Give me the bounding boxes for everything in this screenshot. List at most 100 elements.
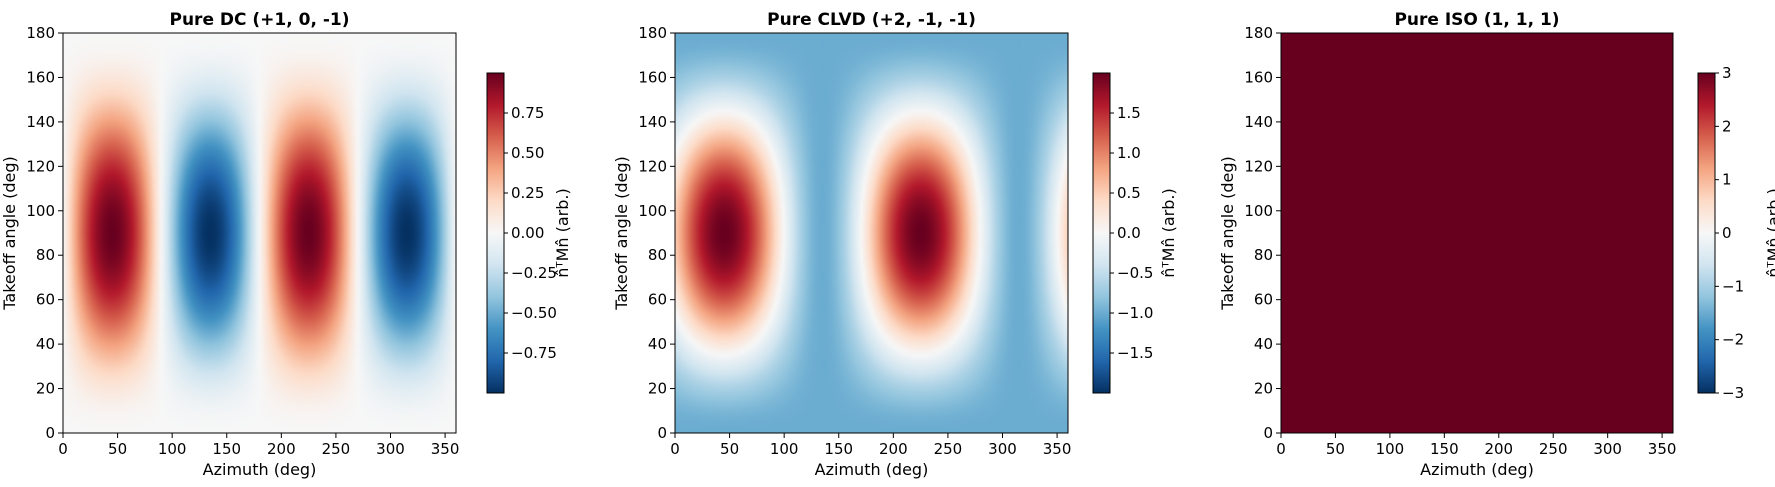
y-tick-label: 100 [638, 202, 667, 220]
x-tick-label: 300 [1593, 440, 1622, 458]
heatmap-image [63, 33, 456, 433]
y-tick-label: 120 [638, 157, 667, 175]
y-tick-label: 160 [26, 68, 55, 86]
plot-frame [674, 32, 1069, 434]
colorbar-tick-label: −1.5 [1117, 344, 1153, 362]
colorbar-label: n̂ᵀMn̂ (arb.) [1764, 188, 1775, 277]
x-axis-label: Azimuth (deg) [1420, 460, 1534, 479]
y-tick-label: 0 [657, 424, 667, 442]
y-tick-label: 100 [1244, 202, 1273, 220]
plot-frame [62, 32, 457, 434]
y-tick-label: 40 [648, 335, 667, 353]
y-tick-label: 160 [1244, 68, 1273, 86]
x-tick-label: 50 [1326, 440, 1345, 458]
panel-title: Pure ISO (1, 1, 1) [1394, 10, 1559, 30]
y-tick-label: 60 [36, 291, 55, 309]
x-tick-label: 250 [1539, 440, 1568, 458]
x-tick-label: 100 [770, 440, 799, 458]
heatmap-image [1281, 33, 1673, 433]
plot-frame [1280, 32, 1674, 434]
colorbar-tick-label: 0 [1722, 224, 1732, 242]
y-tick-label: 140 [26, 113, 55, 131]
y-tick-label: 0 [1263, 424, 1273, 442]
x-axis-label: Azimuth (deg) [203, 460, 317, 479]
x-axis-label: Azimuth (deg) [815, 460, 929, 479]
y-tick-label: 80 [36, 246, 55, 264]
colorbar-tick-label: 0.5 [1117, 184, 1141, 202]
y-tick-label: 120 [1244, 157, 1273, 175]
colorbar-tick-label: −0.50 [511, 304, 557, 322]
chart-panel-1: Pure DC (+1, 0, -1)0 50 100 150 200 250 300 350… [0, 10, 572, 479]
y-tick-label: 180 [638, 24, 667, 42]
y-axis-label: Takeoff angle (deg) [612, 156, 631, 310]
colorbar-gradient [1698, 73, 1715, 393]
y-tick-label: 0 [45, 424, 55, 442]
x-tick-label: 100 [1376, 440, 1405, 458]
colorbar-tick-label: 1 [1722, 171, 1732, 189]
colorbar: 3 2 1 0 −1 −2 −3 n̂ᵀMn̂ (arb.) [1697, 64, 1775, 402]
y-tick-label: 140 [638, 113, 667, 131]
y-tick-label: 180 [1244, 24, 1273, 42]
y-tick-label: 180 [26, 24, 55, 42]
y-tick-label: 40 [1254, 335, 1273, 353]
y-tick-label: 100 [26, 202, 55, 220]
y-tick-label: 160 [638, 68, 667, 86]
y-tick-label: 80 [1254, 246, 1273, 264]
chart-panel-2: Pure CLVD (+2, -1, -1)0 50 100 150 200 250 300… [612, 10, 1178, 479]
colorbar-tick-label: 1.0 [1117, 144, 1141, 162]
colorbar-tick-label: −1 [1722, 277, 1744, 295]
x-tick-label: 100 [158, 440, 187, 458]
y-axis-label: Takeoff angle (deg) [1218, 156, 1237, 310]
panel-title: Pure CLVD (+2, -1, -1) [767, 10, 976, 30]
x-tick-label: 150 [212, 440, 241, 458]
colorbar-tick-label: −0.75 [511, 344, 557, 362]
x-tick-label: 0 [58, 440, 68, 458]
colorbar: 0.75 0.50 0.25 0.00 −0.25 −0.50 −0.75 n̂ᵀMn̂ (a… [486, 72, 572, 394]
y-tick-label: 60 [648, 291, 667, 309]
colorbar-tick-label: 0.75 [511, 104, 544, 122]
colorbar-gradient [487, 73, 504, 393]
panel-title: Pure DC (+1, 0, -1) [170, 10, 350, 30]
colorbar-tick-label: −0.25 [511, 264, 557, 282]
x-tick-label: 150 [1430, 440, 1459, 458]
colorbar-tick-label: 2 [1722, 117, 1732, 135]
x-tick-label: 50 [108, 440, 127, 458]
y-tick-label: 20 [36, 380, 55, 398]
colorbar-tick-label: 0.25 [511, 184, 544, 202]
x-tick-label: 250 [934, 440, 963, 458]
colorbar-tick-label: 3 [1722, 64, 1732, 82]
x-tick-label: 250 [322, 440, 351, 458]
y-tick-label: 120 [26, 157, 55, 175]
x-tick-label: 200 [1484, 440, 1513, 458]
x-tick-label: 350 [1648, 440, 1677, 458]
x-tick-label: 150 [824, 440, 853, 458]
colorbar-tick-label: −0.5 [1117, 264, 1153, 282]
y-tick-label: 140 [1244, 113, 1273, 131]
y-axis-label: Takeoff angle (deg) [0, 156, 19, 310]
y-tick-label: 40 [36, 335, 55, 353]
colorbar-label: n̂ᵀMn̂ (arb.) [553, 188, 572, 277]
colorbar-label: n̂ᵀMn̂ (arb.) [1159, 188, 1178, 277]
colorbar-tick-label: 1.5 [1117, 104, 1141, 122]
chart-panel-3: Pure ISO (1, 1, 1) 0 50 100 150 200 250 300 350 0… [1218, 10, 1775, 479]
x-tick-label: 200 [267, 440, 296, 458]
x-tick-label: 0 [1276, 440, 1286, 458]
colorbar-tick-label: 0.00 [511, 224, 544, 242]
colorbar-tick-label: 0.0 [1117, 224, 1141, 242]
x-tick-label: 0 [670, 440, 680, 458]
x-tick-label: 300 [988, 440, 1017, 458]
y-tick-label: 20 [648, 380, 667, 398]
x-tick-label: 50 [720, 440, 739, 458]
y-tick-label: 60 [1254, 291, 1273, 309]
colorbar-tick-label: 0.50 [511, 144, 544, 162]
colorbar: 1.5 1.0 0.5 0.0 −0.5 −1.0 −1.5 n̂ᵀMn̂ (arb.) [1092, 72, 1178, 394]
x-tick-label: 200 [879, 440, 908, 458]
colorbar-gradient [1093, 73, 1110, 393]
colorbar-tick-label: −2 [1722, 331, 1744, 349]
colorbar-tick-label: −3 [1722, 384, 1744, 402]
colorbar-tick-label: −1.0 [1117, 304, 1153, 322]
y-tick-label: 80 [648, 246, 667, 264]
x-tick-label: 350 [431, 440, 460, 458]
heatmap-image [675, 33, 1068, 433]
